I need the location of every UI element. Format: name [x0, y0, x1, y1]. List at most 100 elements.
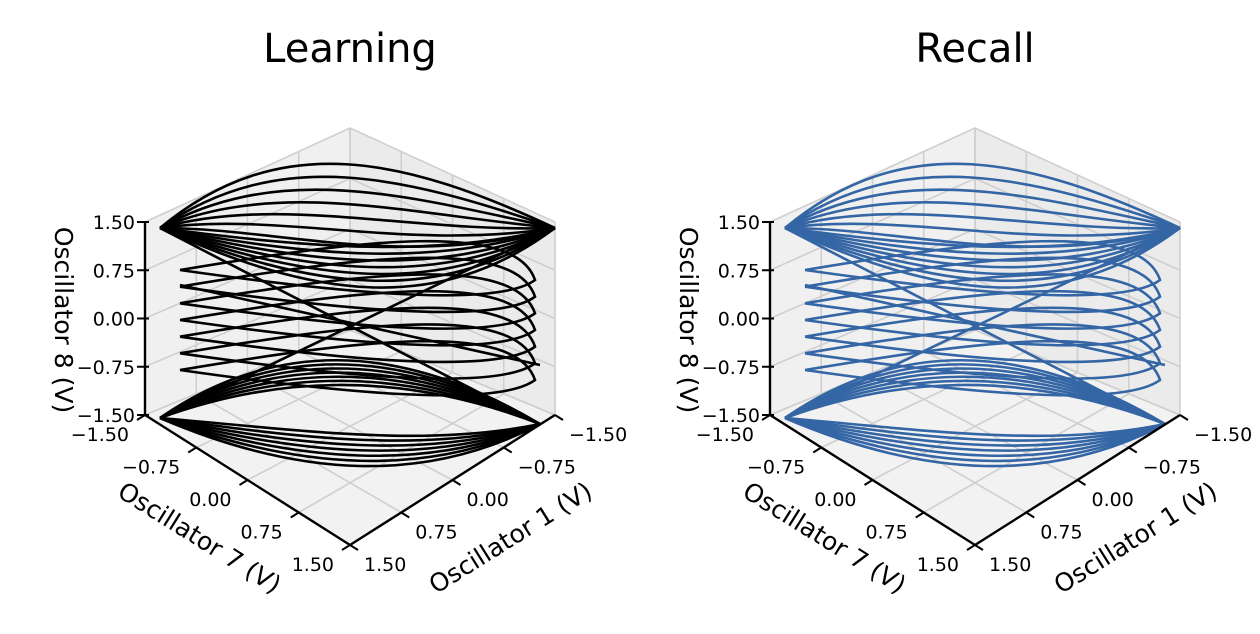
trajectory-loop [804, 239, 1162, 297]
y-tick-label: −0.75 [122, 457, 180, 479]
recall-panel: −1.50−1.50 −1.50−0.75−0.75 −0.750.000.00 0.… [674, 26, 1252, 599]
trajectory-diagonal [179, 283, 541, 367]
floor-gridline [923, 393, 1130, 514]
y-tick-label: 0.75 [865, 522, 907, 544]
trajectory-segment [159, 175, 556, 230]
floor-gridline [298, 350, 505, 449]
z-tick-label: 0.75 [93, 260, 135, 282]
z-tick-label: 0.75 [718, 260, 760, 282]
trajectory-segment [784, 383, 1166, 426]
x-tick [974, 544, 984, 551]
trajectory-segment [159, 416, 541, 452]
y-tick-label: 0.00 [189, 489, 231, 511]
floor-gridline [298, 393, 505, 514]
y-tick [863, 479, 874, 486]
trajectory-loop [804, 273, 1162, 330]
trajectory-loop [804, 339, 1162, 397]
x-tick-label: −1.50 [1194, 424, 1252, 446]
trajectory-segment [159, 363, 541, 426]
x-tick-label: 0.75 [415, 522, 457, 544]
trajectory-segment [159, 226, 556, 289]
y-tick [812, 446, 822, 454]
x-tick [451, 479, 462, 486]
trajectory-segment [784, 416, 1166, 463]
x-tick [1076, 479, 1087, 486]
x-tick-label: −0.75 [518, 457, 576, 479]
trajectory-segment [159, 226, 556, 255]
trajectory-loop [179, 273, 537, 330]
trajectory-segment [784, 416, 1166, 442]
trajectory-segment [159, 201, 556, 230]
y-tick [136, 414, 146, 421]
learning-panel: −1.50−1.50 −1.50−0.75−0.75 −0.750.000.00 0.… [49, 26, 627, 599]
trajectory-segment [784, 363, 1166, 426]
x-tick-label: 1.50 [364, 554, 406, 576]
x-tick-label: 0.75 [1040, 522, 1082, 544]
trajectory-diagonal [784, 226, 1181, 420]
trajectory-segment [159, 416, 541, 438]
trajectory-segment [159, 416, 541, 442]
floor-gridline [923, 350, 1130, 449]
chart-title: Learning [263, 26, 437, 72]
y-tick [290, 511, 300, 519]
trajectory-segment [159, 383, 541, 426]
trajectory-segment [159, 226, 556, 248]
trajectory-segment [784, 226, 1181, 255]
y-tick-label: −0.75 [747, 457, 805, 479]
y-tick-label: 0.00 [814, 489, 856, 511]
trajectory-segment [159, 226, 556, 269]
y-tick [915, 511, 925, 519]
trajectory-segment [784, 222, 1181, 237]
trajectory-loop [179, 239, 537, 297]
trajectory-segment [784, 226, 1181, 289]
trajectory-segment [784, 201, 1181, 230]
trajectory-segment [784, 226, 1181, 269]
x-tick [1128, 446, 1138, 454]
trajectory-series [784, 162, 1181, 468]
trajectory-segment [784, 416, 1166, 438]
trajectory-segment [159, 188, 556, 230]
y-tick [341, 544, 351, 551]
x-tick [503, 446, 513, 454]
z-axis-label: Oscillator 8 (V) [674, 227, 703, 413]
trajectory-diagonal [159, 226, 556, 420]
x-tick [554, 414, 564, 421]
x-tick-label: 0.00 [467, 489, 509, 511]
x-tick-label: 1.50 [989, 554, 1031, 576]
z-tick-label: −0.75 [702, 357, 760, 379]
trajectory-segment [784, 226, 1181, 262]
x-tick [1179, 414, 1189, 421]
z-tick-label: −1.50 [702, 405, 760, 427]
trajectory-segment [159, 222, 556, 237]
trajectory-segment [159, 226, 556, 262]
trajectory-loop [179, 306, 537, 364]
trajectory-segment [784, 162, 1181, 230]
y-tick-label: 0.75 [240, 522, 282, 544]
x-tick-label: −1.50 [569, 424, 627, 446]
trajectory-segment [784, 188, 1181, 230]
trajectory-segment [784, 226, 1181, 283]
y-tick-label: 1.50 [917, 554, 959, 576]
trajectory-segment [784, 416, 1166, 452]
z-axis-label: Oscillator 8 (V) [49, 227, 78, 413]
trajectory-segment [784, 375, 1166, 426]
trajectory-segment [784, 226, 1181, 248]
trajectory-segment [159, 162, 556, 230]
trajectory-segment [159, 416, 541, 447]
z-tick-label: 1.50 [93, 212, 135, 234]
z-tick-label: −1.50 [77, 405, 135, 427]
trajectory-loop [804, 306, 1162, 364]
trajectory-segment [159, 416, 541, 463]
trajectory-segment [784, 379, 1166, 426]
trajectory-series [159, 162, 556, 468]
x-tick [349, 544, 359, 551]
y-tick [966, 544, 976, 551]
x-tick-label: 0.00 [1092, 489, 1134, 511]
trajectory-segment [159, 416, 541, 458]
trajectory-segment [159, 212, 556, 230]
trajectory-diagonal [804, 283, 1166, 367]
trajectory-loop [179, 339, 537, 397]
trajectory-segment [159, 375, 541, 426]
trajectory-segment [159, 226, 556, 283]
